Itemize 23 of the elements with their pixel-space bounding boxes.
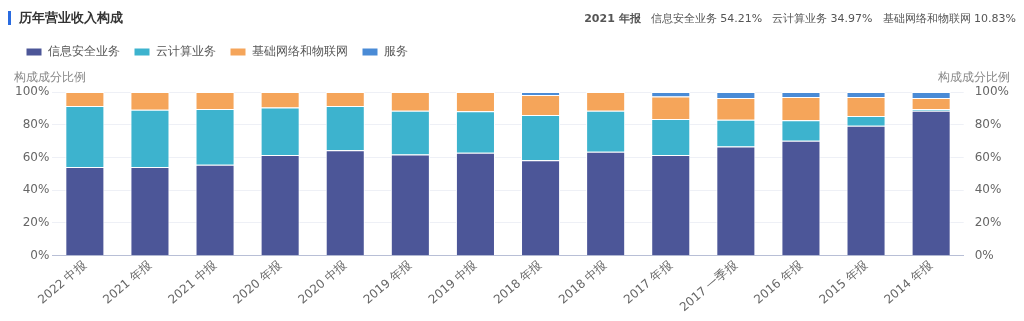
- y-tick-label: 100%: [14, 84, 50, 99]
- chart-title: 历年营业收入构成: [19, 9, 123, 27]
- y2-tick-label: 80%: [974, 116, 1002, 131]
- y-tick-label: 60%: [22, 149, 50, 164]
- y-tick-label: 20%: [22, 215, 50, 230]
- y2-tick-label: 20%: [974, 215, 1002, 230]
- y-tick-label: 80%: [22, 116, 50, 131]
- legend-label: 基础网络和物联网: [252, 44, 348, 59]
- y2-tick-label: 100%: [974, 84, 1010, 99]
- y2-tick-label: 60%: [974, 149, 1002, 164]
- y2-tick-label: 0%: [974, 247, 994, 262]
- y-tick-label: 40%: [22, 182, 50, 197]
- y2-tick-label: 40%: [974, 182, 1002, 197]
- text: 云计算业务 34.97%: [772, 10, 873, 26]
- legend-label: 服务: [384, 44, 408, 59]
- text: 基础网络和物联网 10.83%: [882, 10, 1016, 26]
- text: 2021 年报: [584, 10, 641, 26]
- legend-label: 云计算业务: [156, 44, 216, 59]
- legend-label: 信息安全业务: [48, 44, 120, 59]
- y2-axis-title: 构成成分比例: [937, 70, 1010, 85]
- y-tick-label: 0%: [30, 247, 50, 262]
- y-axis-title: 构成成分比例: [13, 70, 86, 85]
- text: 信息安全业务 54.21%: [650, 10, 763, 26]
